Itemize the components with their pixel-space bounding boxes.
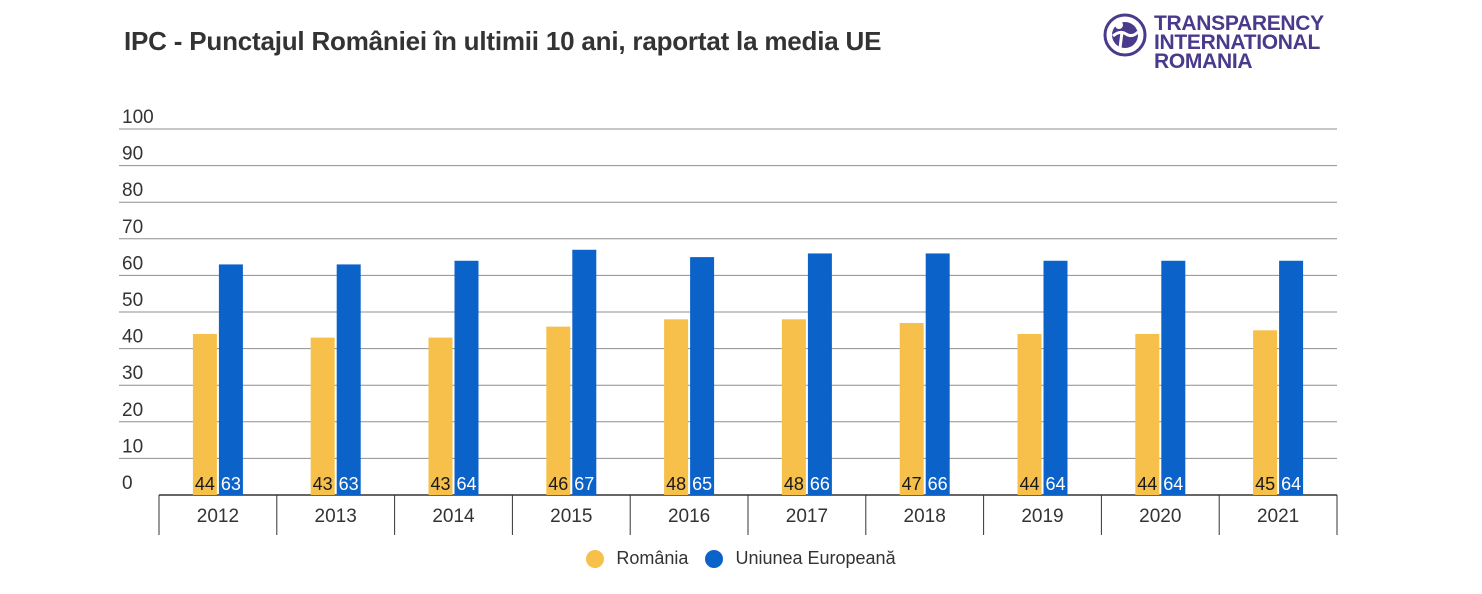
bar-eu [1043, 260, 1068, 495]
y-tick-label: 100 [122, 107, 154, 128]
data-label-eu: 66 [810, 474, 830, 494]
data-label-romania: 45 [1255, 474, 1275, 494]
data-label-eu: 64 [1045, 474, 1065, 494]
transparency-international-logo: TRANSPARENCY INTERNATIONAL ROMANIA [1102, 12, 1352, 76]
x-tick-label: 2016 [668, 506, 710, 527]
y-tick-label: 70 [122, 217, 143, 238]
y-tick-label: 90 [122, 144, 143, 165]
y-tick-label: 0 [122, 473, 133, 494]
data-label-romania: 44 [1019, 474, 1039, 494]
y-tick-label: 50 [122, 290, 143, 311]
bar-romania [664, 319, 689, 495]
logo-line-1: TRANSPARENCY [1154, 12, 1324, 35]
chart-legend: România Uniunea Europeană [0, 548, 1482, 573]
bar-romania [1135, 333, 1160, 495]
data-label-romania: 43 [430, 474, 450, 494]
bar-eu [690, 257, 715, 495]
x-tick-label: 2019 [1021, 506, 1063, 527]
legend-swatch-romania [586, 549, 605, 568]
bar-eu [572, 249, 597, 495]
x-tick-label: 2017 [786, 506, 828, 527]
data-label-eu: 63 [221, 474, 241, 494]
logo-line-2: INTERNATIONAL [1154, 31, 1321, 54]
bar-romania [1253, 330, 1278, 495]
bar-romania [192, 333, 217, 495]
y-tick-label: 10 [122, 436, 143, 457]
bar-eu [454, 260, 479, 495]
x-tick-label: 2018 [904, 506, 946, 527]
data-label-romania: 47 [902, 474, 922, 494]
chart-title: IPC - Punctajul României în ultimii 10 a… [124, 26, 882, 56]
bar-romania [781, 319, 806, 495]
y-tick-label: 80 [122, 180, 143, 201]
x-tick-label: 2021 [1257, 506, 1299, 527]
y-tick-label: 30 [122, 363, 143, 384]
data-label-romania: 48 [784, 474, 804, 494]
legend-item-romania[interactable]: România [586, 548, 688, 569]
data-label-romania: 43 [313, 474, 333, 494]
bar-eu [218, 264, 243, 495]
legend-label-eu: Uniunea Europeană [735, 548, 896, 568]
data-label-romania: 44 [195, 474, 215, 494]
data-label-eu: 66 [928, 474, 948, 494]
y-tick-label: 60 [122, 253, 143, 274]
bar-eu [336, 264, 361, 495]
y-tick-label: 40 [122, 327, 143, 348]
x-tick-label: 2014 [432, 506, 475, 527]
ti-globe-icon [1103, 13, 1147, 57]
legend-swatch-eu [705, 549, 724, 568]
x-tick-label: 2012 [197, 506, 239, 527]
data-label-eu: 63 [339, 474, 359, 494]
legend-label-romania: România [616, 548, 689, 568]
legend-item-eu[interactable]: Uniunea Europeană [705, 548, 896, 569]
bar-romania [428, 337, 453, 495]
data-label-eu: 67 [574, 474, 594, 494]
x-tick-label: 2015 [550, 506, 592, 527]
data-label-eu: 64 [1163, 474, 1183, 494]
bar-eu [807, 253, 832, 495]
bar-eu [1279, 260, 1304, 495]
bar-eu [1161, 260, 1186, 495]
bar-romania [546, 326, 571, 495]
data-label-romania: 46 [548, 474, 568, 494]
data-label-romania: 44 [1137, 474, 1157, 494]
data-label-eu: 64 [456, 474, 476, 494]
data-label-eu: 65 [692, 474, 712, 494]
data-label-eu: 64 [1281, 474, 1301, 494]
x-tick-label: 2013 [315, 506, 357, 527]
bar-romania [899, 322, 924, 495]
x-tick-label: 2020 [1139, 506, 1181, 527]
y-tick-label: 20 [122, 400, 143, 421]
bar-romania [1017, 333, 1042, 495]
data-label-romania: 48 [666, 474, 686, 494]
bar-eu [925, 253, 950, 495]
bar-romania [310, 337, 335, 495]
logo-line-3: ROMANIA [1154, 50, 1253, 73]
